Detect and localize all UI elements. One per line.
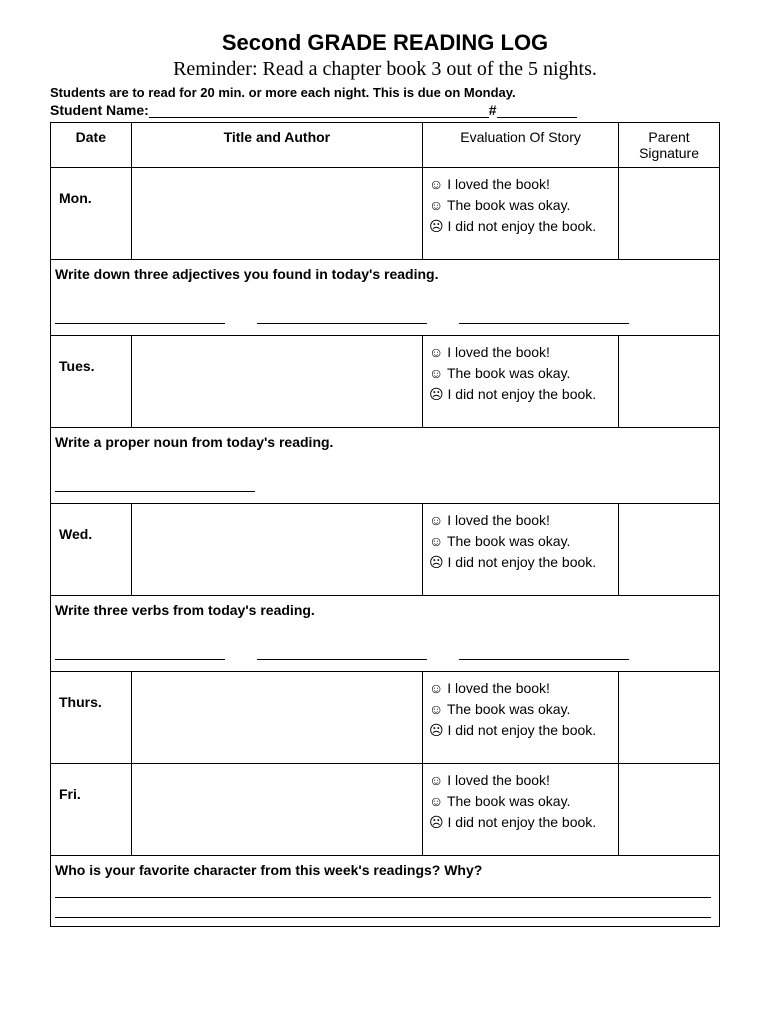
sig-mon[interactable] [619, 168, 720, 260]
prompt-wed: Write three verbs from today's reading. [55, 602, 315, 618]
blank-line[interactable] [55, 902, 711, 918]
blank-line[interactable] [257, 646, 427, 660]
eval-mon[interactable]: ☺ I loved the book! ☺ The book was okay.… [423, 168, 619, 260]
title-wed[interactable] [131, 504, 422, 596]
day-tues: Tues. [51, 336, 132, 428]
blank-line[interactable] [459, 310, 629, 324]
prompt-mon: Write down three adjectives you found in… [55, 266, 438, 282]
eval-okay: ☺ The book was okay. [429, 699, 612, 720]
eval-loved: ☺ I loved the book! [429, 174, 612, 195]
blank-line[interactable] [257, 310, 427, 324]
eval-loved: ☺ I loved the book! [429, 770, 612, 791]
eval-not: ☹ I did not enjoy the book. [429, 552, 612, 573]
blank-line[interactable] [55, 646, 225, 660]
page-title: Second GRADE READING LOG [50, 30, 720, 56]
eval-okay: ☺ The book was okay. [429, 363, 612, 384]
eval-tues[interactable]: ☺ I loved the book! ☺ The book was okay.… [423, 336, 619, 428]
prompt-final-cell[interactable]: Who is your favorite character from this… [51, 856, 720, 927]
eval-thurs[interactable]: ☺ I loved the book! ☺ The book was okay.… [423, 672, 619, 764]
eval-loved: ☺ I loved the book! [429, 342, 612, 363]
eval-okay: ☺ The book was okay. [429, 791, 612, 812]
prompt-mon-cell[interactable]: Write down three adjectives you found in… [51, 260, 720, 336]
hash-label: # [489, 102, 497, 118]
blank-line[interactable] [55, 478, 255, 492]
title-fri[interactable] [131, 764, 422, 856]
title-mon[interactable] [131, 168, 422, 260]
eval-not: ☹ I did not enjoy the book. [429, 216, 612, 237]
eval-wed[interactable]: ☺ I loved the book! ☺ The book was okay.… [423, 504, 619, 596]
title-thurs[interactable] [131, 672, 422, 764]
header-title-author: Title and Author [131, 123, 422, 168]
reminder-text: Reminder: Read a chapter book 3 out of t… [50, 58, 720, 81]
blank-line[interactable] [55, 882, 711, 898]
number-blank[interactable] [497, 104, 577, 118]
prompt-tues: Write a proper noun from today's reading… [55, 434, 333, 450]
eval-loved: ☺ I loved the book! [429, 678, 612, 699]
header-signature: Parent Signature [619, 123, 720, 168]
student-name-label: Student Name: [50, 102, 149, 118]
title-tues[interactable] [131, 336, 422, 428]
header-date: Date [51, 123, 132, 168]
eval-okay: ☺ The book was okay. [429, 195, 612, 216]
sig-tues[interactable] [619, 336, 720, 428]
instructions-text: Students are to read for 20 min. or more… [50, 85, 720, 100]
blank-line[interactable] [459, 646, 629, 660]
prompt-tues-cell[interactable]: Write a proper noun from today's reading… [51, 428, 720, 504]
name-blank[interactable] [149, 104, 489, 118]
sig-fri[interactable] [619, 764, 720, 856]
day-fri: Fri. [51, 764, 132, 856]
day-thurs: Thurs. [51, 672, 132, 764]
student-name-line: Student Name: # [50, 102, 720, 118]
blank-line[interactable] [55, 310, 225, 324]
eval-fri[interactable]: ☺ I loved the book! ☺ The book was okay.… [423, 764, 619, 856]
prompt-wed-cell[interactable]: Write three verbs from today's reading. [51, 596, 720, 672]
eval-not: ☹ I did not enjoy the book. [429, 384, 612, 405]
eval-not: ☹ I did not enjoy the book. [429, 812, 612, 833]
day-mon: Mon. [51, 168, 132, 260]
header-evaluation: Evaluation Of Story [423, 123, 619, 168]
day-wed: Wed. [51, 504, 132, 596]
sig-thurs[interactable] [619, 672, 720, 764]
eval-not: ☹ I did not enjoy the book. [429, 720, 612, 741]
eval-loved: ☺ I loved the book! [429, 510, 612, 531]
reading-log-table: Date Title and Author Evaluation Of Stor… [50, 122, 720, 927]
sig-wed[interactable] [619, 504, 720, 596]
eval-okay: ☺ The book was okay. [429, 531, 612, 552]
prompt-final: Who is your favorite character from this… [55, 862, 482, 878]
